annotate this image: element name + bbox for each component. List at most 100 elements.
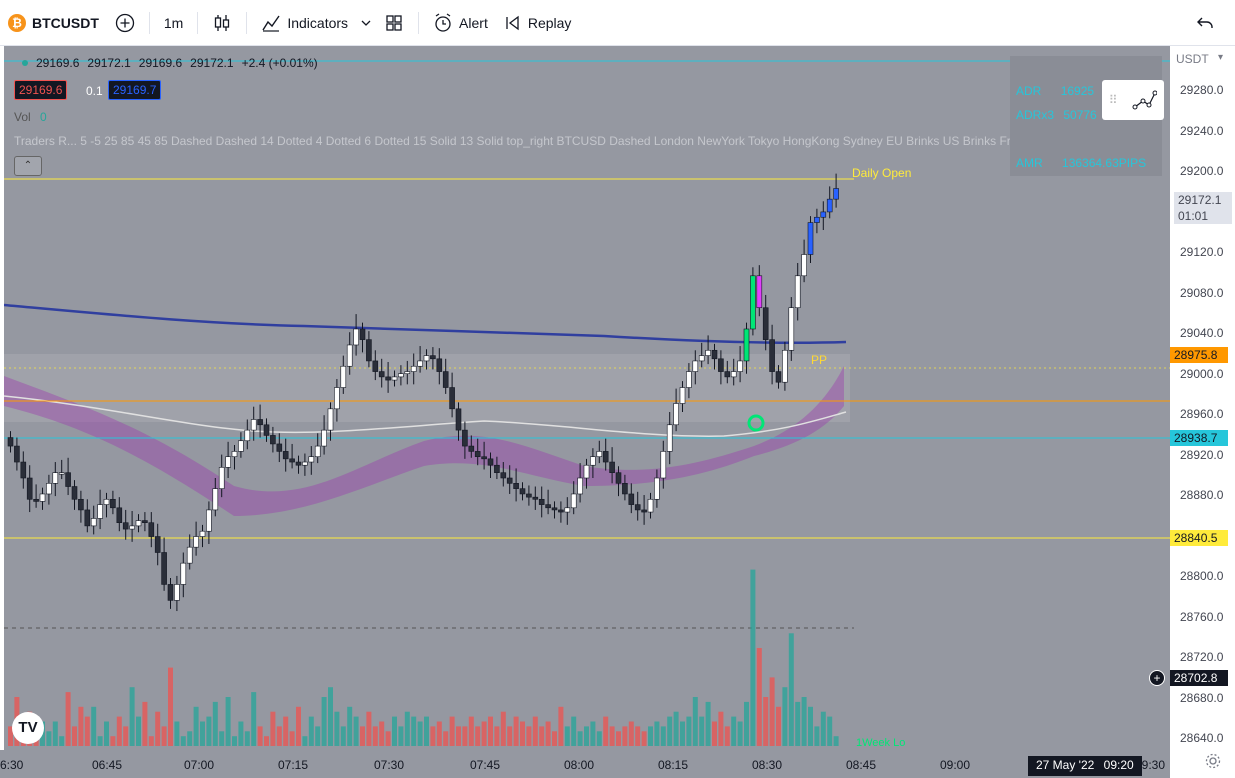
candle-down <box>110 498 116 509</box>
replay-button[interactable]: Replay <box>496 6 580 40</box>
interval-button[interactable]: 1m <box>156 6 191 40</box>
volume-bar <box>609 726 615 746</box>
price-tick-label: 28760.0 <box>1180 609 1224 624</box>
volume-bar <box>558 706 564 746</box>
current-price: 29172.1 <box>1178 193 1222 207</box>
price-tick-label: 28800.0 <box>1180 569 1224 583</box>
volume-bar <box>244 731 250 746</box>
volume-bar <box>737 721 743 746</box>
volume-bar <box>507 726 513 746</box>
volume-bar <box>692 697 698 746</box>
candle-up <box>590 456 596 466</box>
bitcoin-icon: ₿ <box>8 13 26 32</box>
ma-white-line <box>4 395 847 437</box>
candle-down <box>718 358 724 372</box>
chart-pane[interactable]: 29169.6 29172.1 29169.6 29172.1 +2.4 (+0… <box>4 46 1170 778</box>
candle-down <box>359 328 366 340</box>
volume-bar <box>827 716 833 746</box>
candle-down <box>711 349 718 360</box>
drag-handle-icon[interactable]: ⠿ <box>1108 93 1118 107</box>
symbol-search-button[interactable]: ₿ BTCUSDT <box>0 6 107 40</box>
crosshair-date: 27 May '22 <box>1036 758 1095 772</box>
drawing-toolbar-button[interactable]: ⠿ <box>1102 80 1164 120</box>
level-tag-yellow: 28840.5 <box>1170 530 1228 546</box>
candle-down <box>724 371 731 378</box>
indicators-button[interactable]: Indicators <box>253 6 356 40</box>
volume-bar <box>206 716 212 746</box>
settings-button[interactable] <box>1190 752 1235 778</box>
candle-down <box>71 486 78 500</box>
price-tick-label: 28960.0 <box>1180 407 1224 421</box>
volume-bar <box>46 731 52 746</box>
indicator-legend[interactable]: Traders R... 5 -5 25 85 45 85 Dashed Das… <box>14 134 1097 148</box>
candle-up <box>833 188 839 200</box>
undo-button[interactable] <box>1188 6 1222 40</box>
volume-bar <box>667 716 673 746</box>
volume-bar <box>392 716 397 746</box>
candle-down <box>436 358 443 372</box>
undo-icon <box>1197 17 1213 28</box>
price-chart[interactable] <box>4 46 1170 778</box>
candle-down <box>270 435 276 445</box>
time-tick-label: 06:45 <box>92 758 123 772</box>
candle-up <box>238 440 244 452</box>
volume-bar <box>232 736 237 746</box>
volume-bar <box>628 721 634 746</box>
candle-down <box>372 360 379 372</box>
candle-up <box>129 525 135 530</box>
candle-up <box>231 451 238 458</box>
price-tick-label: 28640.0 <box>1180 731 1224 745</box>
candle-down <box>33 498 39 502</box>
volume-bar <box>660 726 666 746</box>
price-axis[interactable]: USDT ▾ 29280.0 29240.0 29200.0 29120.0 29080… <box>1170 46 1235 760</box>
candle-down <box>154 536 161 553</box>
sell-price-button[interactable]: 29169.6 <box>14 80 68 100</box>
volume-bar <box>129 687 135 746</box>
volume-bar <box>411 716 417 746</box>
templates-icon <box>386 14 402 31</box>
compare-button[interactable] <box>107 6 143 40</box>
candle-down <box>295 461 302 466</box>
candle-up <box>180 562 187 585</box>
volume-label: Vol <box>14 110 31 124</box>
tradingview-logo[interactable]: TV <box>12 712 44 744</box>
volume-bar <box>347 706 353 746</box>
candle-up <box>327 408 334 431</box>
drawing-icon <box>1132 90 1158 110</box>
candle-up <box>801 254 807 277</box>
candle-up <box>321 429 327 447</box>
alert-button[interactable]: Alert <box>425 6 496 40</box>
candle-down <box>14 445 20 463</box>
indicators-dropdown-button[interactable] <box>356 6 376 40</box>
volume-bar <box>251 692 257 746</box>
volume-bar <box>756 648 762 746</box>
candle-up <box>660 451 667 479</box>
templates-button[interactable] <box>376 6 412 40</box>
candle-down <box>276 443 283 452</box>
candle-up <box>730 371 737 378</box>
add-alert-plus-icon[interactable]: + <box>1149 670 1165 686</box>
volume-bar <box>193 706 199 746</box>
ohlc-change: +2.4 (+0.01%) <box>241 56 318 70</box>
candle-down <box>494 464 500 473</box>
volume-bar <box>622 726 628 746</box>
currency-dropdown-icon[interactable]: ▾ <box>1218 52 1224 63</box>
volume-bar <box>97 736 103 746</box>
candle-up <box>97 504 103 519</box>
candle-down <box>487 458 494 466</box>
candle-up <box>564 507 571 513</box>
price-tick-label: 29200.0 <box>1180 164 1224 178</box>
time-axis[interactable]: 6:30 06:45 07:00 07:15 07:30 07:45 08:00 08:15 0… <box>0 750 1170 778</box>
candle-down <box>526 493 532 498</box>
candle-down <box>263 424 270 436</box>
volume-bar <box>468 716 474 746</box>
volume-bar <box>590 721 596 746</box>
volume-bar <box>584 726 589 746</box>
volume-bar <box>334 711 340 746</box>
chart-type-button[interactable] <box>204 6 240 40</box>
crosshair-time-tag: 27 May '22 09:20 <box>1028 756 1142 776</box>
candle-down <box>609 461 615 473</box>
collapse-legend-button[interactable]: ⌃ <box>14 156 42 176</box>
buy-price-button[interactable]: 29169.7 <box>108 80 162 100</box>
volume-bar <box>801 697 807 746</box>
